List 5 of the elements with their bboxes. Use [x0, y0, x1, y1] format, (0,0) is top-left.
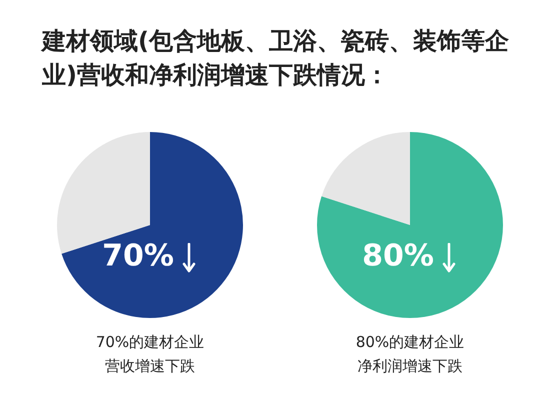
text: 80%的建材企业净利润增速下跌 [355, 332, 465, 377]
chart-title: 建材领域(包含地板、卫浴、瓷砖、装饰等企业)营收和净利润增速下跌情况： [42, 26, 510, 91]
data-label: 70% [102, 238, 174, 274]
text: 70%的建材企业营收增速下跌 [95, 332, 205, 377]
data-label: 80% [362, 238, 434, 274]
